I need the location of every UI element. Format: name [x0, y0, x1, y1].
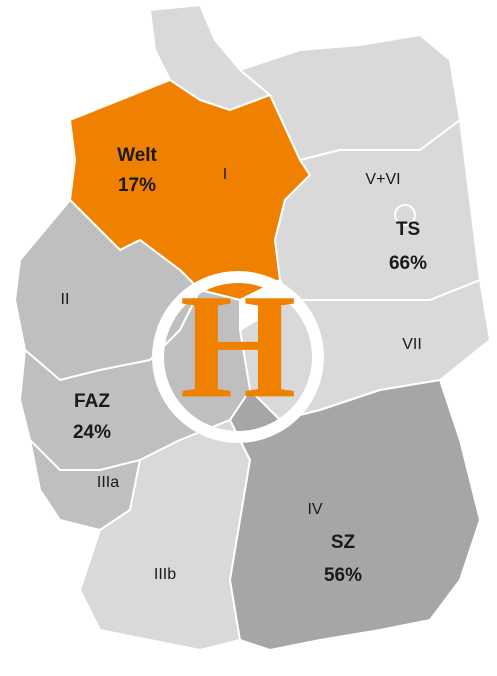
region-label: VII [402, 336, 422, 353]
region-label: I [223, 166, 227, 183]
logo-ring [152, 271, 324, 443]
region-label: IIIa [97, 474, 119, 491]
region-label: II [61, 291, 70, 308]
newspaper-name: Welt [117, 145, 157, 166]
logo: H [152, 263, 324, 443]
germany-map [14, 4, 491, 651]
newspaper-share: 24% [73, 422, 111, 443]
region-shape [229, 379, 481, 651]
region-label: V+VI [365, 171, 400, 188]
region-label: IIIb [154, 566, 176, 583]
newspaper-name: SZ [331, 532, 356, 553]
region-label: IV [307, 501, 322, 518]
newspaper-name: FAZ [74, 391, 110, 412]
newspaper-name: TS [396, 219, 420, 240]
newspaper-share: 56% [324, 565, 362, 586]
logo-letter: H [180, 263, 297, 429]
newspaper-share: 17% [118, 175, 156, 196]
berlin [394, 204, 416, 226]
newspaper-share: 66% [389, 253, 427, 274]
